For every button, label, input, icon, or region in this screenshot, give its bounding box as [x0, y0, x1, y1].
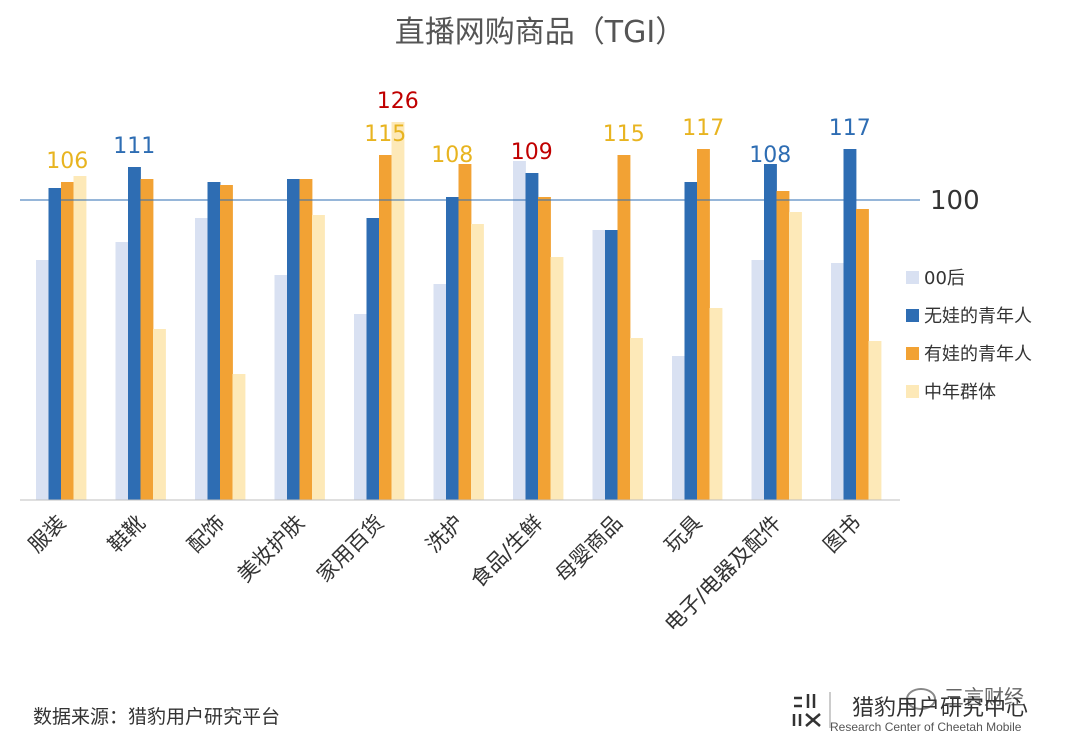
- bar-2-series-3: [140, 179, 154, 500]
- bar-5-series-4: [391, 122, 405, 500]
- bar-7-series-1: [513, 161, 526, 500]
- brand-block: 猎豹用户研究中心 Research Center of Cheetah Mobi…: [790, 690, 1075, 738]
- category-label: 服装: [24, 511, 71, 558]
- reference-line-label: 100: [930, 186, 980, 216]
- bar-3-series-1: [195, 218, 208, 500]
- category-label: 鞋靴: [103, 511, 150, 558]
- bar-11-series-2: [843, 149, 857, 500]
- category-label: 图书: [819, 511, 866, 558]
- bar-10-series-2: [764, 164, 777, 500]
- bar-7-series-3: [538, 197, 551, 500]
- data-label: 108: [749, 143, 791, 168]
- bar-1-series-1: [36, 260, 49, 500]
- legend-swatch: [906, 309, 919, 322]
- chart-title: 直播网购商品（TGI）: [395, 15, 685, 50]
- bar-5-series-1: [354, 314, 367, 500]
- category-label: 配饰: [183, 511, 230, 558]
- bar-4-series-3: [299, 179, 313, 500]
- category-label: 食品/生鲜: [466, 511, 547, 592]
- bar-4-series-1: [274, 275, 288, 500]
- bars-layer: [36, 122, 882, 500]
- legend-swatch: [906, 347, 919, 360]
- bar-6-series-1: [433, 284, 447, 500]
- bar-6-series-2: [446, 197, 459, 500]
- labels-layer: 106 111 115 126 108 109 115 117 108 117: [46, 89, 871, 174]
- bar-4-series-4: [312, 215, 325, 500]
- data-label: 115: [603, 122, 645, 147]
- wechat-watermark: 三言财经: [906, 681, 1024, 710]
- bar-9-series-2: [684, 182, 698, 500]
- wechat-icon: [906, 687, 936, 710]
- bar-11-series-3: [856, 209, 869, 500]
- data-label: 117: [682, 116, 724, 141]
- bar-1-series-4: [73, 176, 87, 500]
- legend-swatch: [906, 385, 919, 398]
- cheetah-logo-icon: [792, 692, 831, 728]
- bar-1-series-3: [61, 182, 74, 500]
- brand-name: 猎豹用户研究中心: [852, 696, 1029, 721]
- category-label: 美妆护肤: [233, 511, 309, 587]
- bar-7-series-2: [525, 173, 539, 500]
- bar-1-series-2: [48, 188, 62, 500]
- bar-2-series-2: [128, 167, 141, 500]
- legend-label: 00后: [924, 268, 965, 289]
- bar-6-series-3: [458, 164, 472, 500]
- data-label: 115: [364, 122, 406, 147]
- bar-10-series-1: [751, 260, 765, 500]
- bar-10-series-4: [789, 212, 802, 500]
- bar-4-series-2: [287, 179, 300, 500]
- category-label: 玩具: [660, 511, 707, 558]
- data-label: 126: [377, 89, 419, 114]
- wechat-account: 三言财经: [944, 685, 1024, 709]
- category-label: 洗护: [421, 511, 468, 558]
- data-label: 106: [46, 149, 88, 174]
- bar-3-series-4: [232, 374, 246, 500]
- bar-9-series-4: [709, 308, 723, 500]
- bar-6-series-4: [471, 224, 484, 500]
- bar-8-series-2: [605, 230, 618, 500]
- legend-label: 无娃的青年人: [924, 306, 1032, 327]
- bar-8-series-3: [617, 155, 631, 500]
- bar-3-series-3: [220, 185, 233, 500]
- bar-9-series-3: [697, 149, 710, 500]
- category-label: 家用百货: [312, 511, 388, 587]
- category-label: 母婴商品: [551, 511, 627, 587]
- bar-8-series-4: [630, 338, 643, 500]
- bar-11-series-4: [868, 341, 882, 500]
- brand-subtitle: Research Center of Cheetah Mobile: [830, 720, 1022, 734]
- bar-7-series-4: [550, 257, 564, 500]
- bar-2-series-4: [153, 329, 166, 500]
- bar-10-series-3: [776, 191, 790, 500]
- data-label: 117: [829, 116, 871, 141]
- legend-label: 中年群体: [924, 382, 996, 403]
- bar-5-series-3: [379, 155, 392, 500]
- bar-9-series-1: [672, 356, 685, 500]
- source-note: 数据来源：猎豹用户研究平台: [33, 706, 281, 728]
- bar-8-series-1: [592, 230, 606, 500]
- data-label: 108: [431, 143, 473, 168]
- bar-5-series-2: [366, 218, 380, 500]
- legend-label: 有娃的青年人: [924, 344, 1032, 365]
- bar-11-series-1: [831, 263, 844, 500]
- data-label: 111: [113, 134, 155, 159]
- data-label: 109: [511, 140, 553, 165]
- legend-swatch: [906, 271, 919, 284]
- bar-3-series-2: [207, 182, 221, 500]
- bar-2-series-1: [115, 242, 129, 500]
